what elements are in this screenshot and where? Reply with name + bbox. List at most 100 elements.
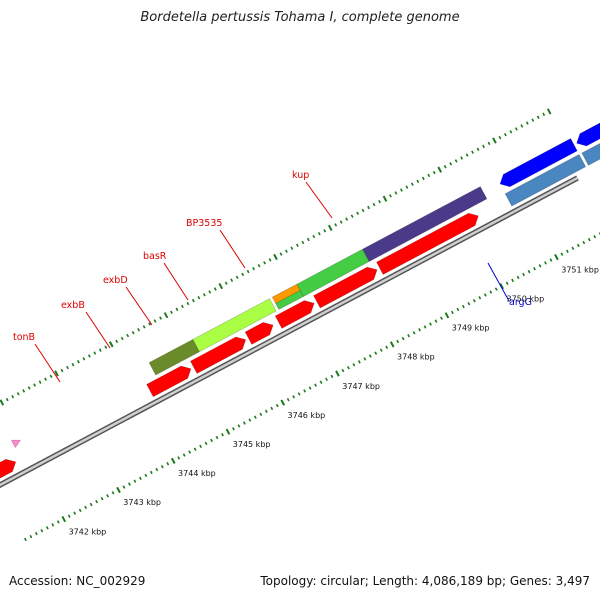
- tick-label: 3746 kbp: [288, 411, 326, 420]
- inner-tick: [516, 275, 520, 280]
- inner-tick: [84, 505, 88, 510]
- inner-tick: [461, 304, 465, 309]
- inner-tick: [170, 457, 176, 464]
- outer-tick: [361, 208, 365, 213]
- callout-line: [305, 181, 333, 219]
- inner-tick: [100, 496, 104, 501]
- inner-tick: [225, 428, 231, 435]
- outer-tick: [454, 159, 458, 163]
- inner-tick: [210, 438, 213, 443]
- outer-tick: [504, 133, 507, 137]
- outer-tick: [382, 195, 388, 202]
- outer-tick: [33, 383, 37, 387]
- tick-label: 3742 kbp: [69, 527, 107, 536]
- outer-tick: [399, 188, 403, 192]
- outer-tick: [525, 121, 529, 125]
- outer-tick: [465, 153, 469, 157]
- inner-tick: [232, 427, 235, 431]
- inner-tick: [325, 377, 328, 382]
- outer-tick: [268, 258, 272, 262]
- gene-label-exbB: exbB: [61, 300, 85, 311]
- inner-tick: [106, 494, 109, 498]
- outer-tick: [514, 127, 518, 131]
- inner-tick: [270, 406, 274, 411]
- outer-tick: [54, 370, 59, 377]
- outer-tick: [27, 386, 31, 390]
- inner-tick: [374, 351, 378, 355]
- outer-tick: [5, 397, 9, 402]
- outer-tick: [449, 162, 453, 166]
- inner-tick: [429, 322, 432, 326]
- cds-forward: [376, 212, 479, 275]
- inner-tick: [61, 515, 67, 523]
- callout-line: [163, 262, 189, 301]
- map-title: Bordetella pertussis Tohama I, complete …: [140, 10, 460, 25]
- outer-tick: [279, 252, 283, 256]
- inner-tick: [330, 374, 334, 379]
- outer-tick: [241, 272, 245, 277]
- inner-tick: [188, 450, 192, 454]
- inner-tick: [368, 354, 372, 358]
- backbone: [0, 175, 579, 489]
- outer-tick: [531, 118, 535, 122]
- inner-tick: [527, 269, 531, 274]
- inner-tick: [67, 514, 71, 518]
- outer-tick: [312, 234, 316, 239]
- inner-tick: [478, 296, 482, 300]
- cds-reverse-alt: [504, 154, 587, 207]
- outer-tick: [443, 165, 447, 169]
- inner-tick: [259, 412, 263, 416]
- inner-tick: [554, 253, 559, 261]
- inner-tick: [128, 482, 131, 486]
- outer-tick: [301, 240, 305, 245]
- callout-line: [34, 343, 61, 383]
- inner-tick: [489, 290, 493, 294]
- inner-tick: [494, 287, 498, 291]
- outer-tick: [115, 339, 119, 344]
- outer-tick: [108, 341, 114, 348]
- outer-tick: [142, 325, 146, 329]
- inner-tick: [440, 316, 443, 320]
- inner-tick: [341, 368, 345, 373]
- inner-tick: [122, 485, 126, 489]
- inner-tick: [193, 447, 197, 451]
- outer-tick: [482, 144, 485, 149]
- outer-tick: [66, 365, 69, 370]
- inner-tick: [248, 418, 252, 422]
- inner-tick: [565, 249, 569, 253]
- inner-tick: [483, 293, 487, 297]
- inner-tick: [166, 462, 170, 466]
- inner-tick: [451, 310, 454, 315]
- outer-tick: [87, 354, 91, 358]
- outer-tick: [16, 392, 20, 396]
- inner-tick: [56, 520, 60, 524]
- outer-tick: [546, 108, 552, 115]
- outer-tick: [509, 130, 513, 134]
- inner-tick: [389, 341, 395, 348]
- cds-forward: [244, 322, 274, 345]
- outer-tick: [427, 173, 431, 178]
- inner-tick: [204, 441, 208, 446]
- outer-tick: [170, 310, 173, 314]
- outer-tick: [163, 312, 169, 319]
- inner-tick: [144, 473, 148, 478]
- inner-tick: [522, 272, 526, 277]
- outer-tick: [394, 191, 398, 195]
- inner-tick: [116, 486, 121, 494]
- inner-tick: [149, 470, 153, 475]
- outer-tick: [410, 182, 414, 186]
- inner-tick: [177, 456, 181, 460]
- outer-tick: [71, 362, 75, 367]
- cds-reverse-alt: [581, 142, 600, 166]
- callout-line: [125, 286, 153, 326]
- inner-tick: [253, 415, 257, 419]
- inner-tick: [538, 264, 542, 268]
- inner-tick: [571, 246, 575, 251]
- tick-label: 3751 kbp: [561, 265, 599, 274]
- outer-tick: [120, 336, 124, 341]
- gene-label-basR: basR: [143, 251, 167, 262]
- tick-labels: 3742 kbp 3743 kbp 3744 kbp 3745 kbp 3746 kbp…: [69, 265, 599, 536]
- outer-tick: [213, 287, 217, 291]
- cds-forward: [313, 266, 378, 309]
- outer-tick: [432, 170, 436, 175]
